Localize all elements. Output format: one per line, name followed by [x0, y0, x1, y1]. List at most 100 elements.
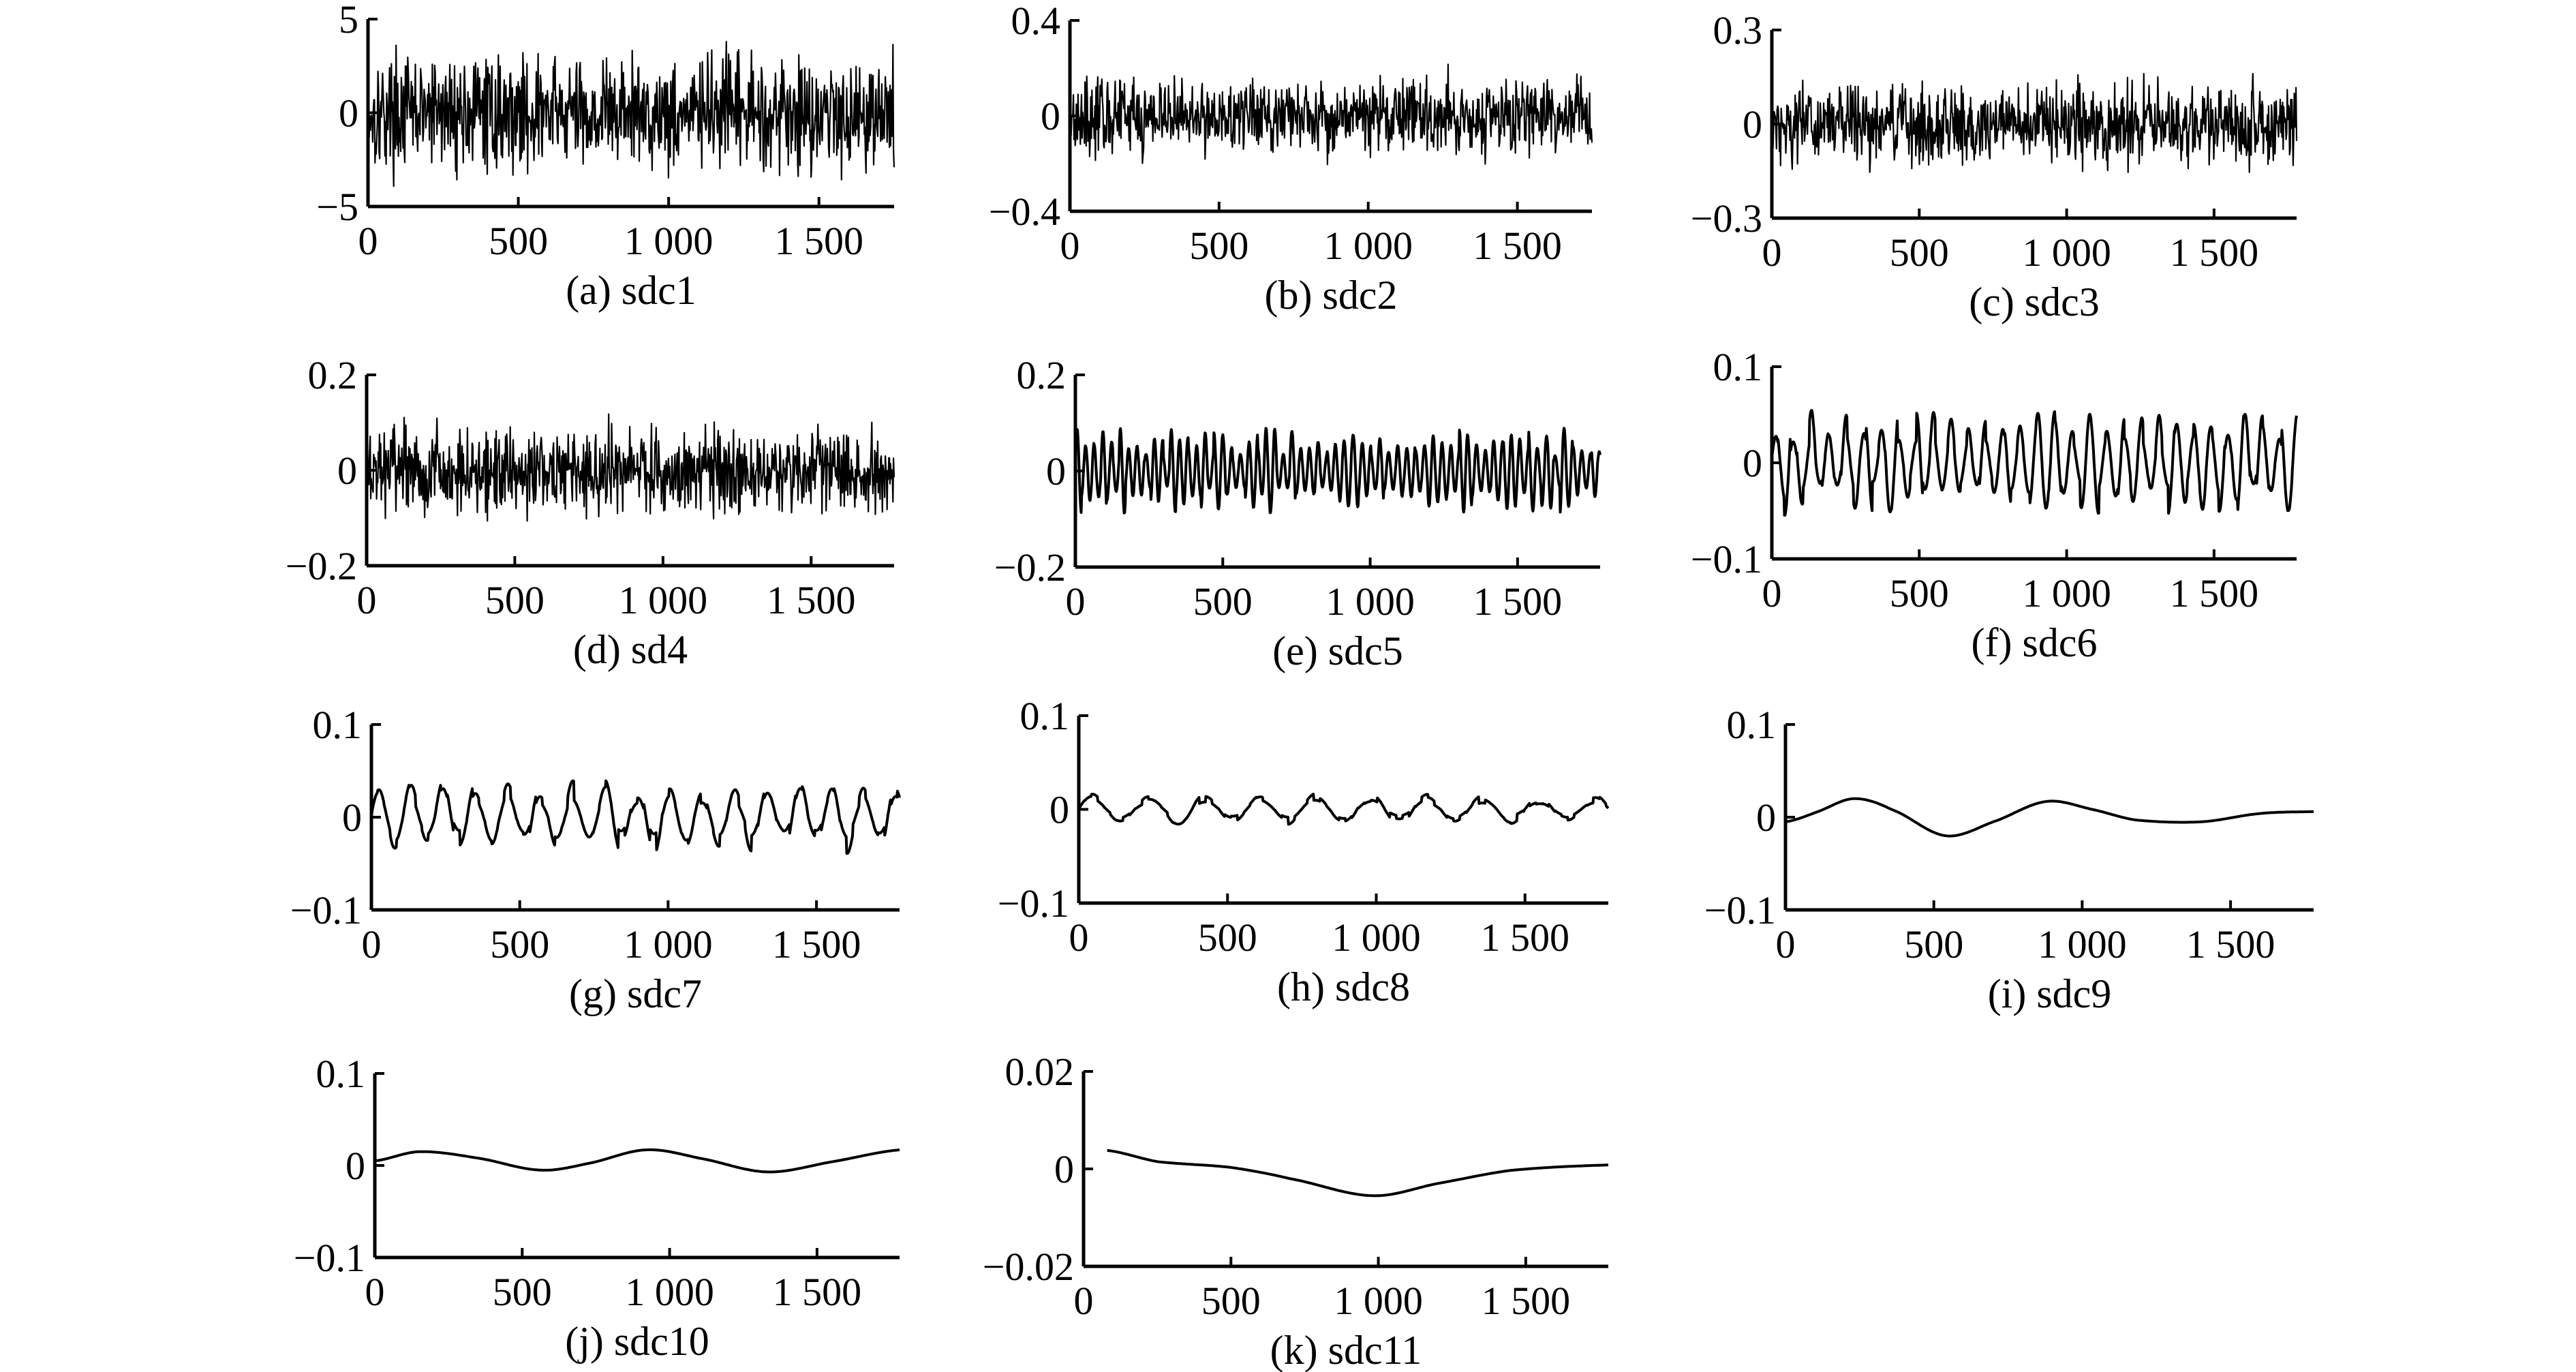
subplot: 0 500 1 000 1 500−0.100.1(j) sdc10 [294, 1052, 900, 1364]
x-tick-label: 1 500 [774, 219, 863, 263]
y-tick-label: 0.1 [1713, 345, 1763, 389]
x-tick-label: 1 500 [1473, 224, 1562, 268]
y-tick-label: 0.1 [316, 1052, 366, 1096]
y-tick-label: 0.2 [1017, 353, 1067, 397]
subplot-caption: (b) sdc2 [1265, 273, 1398, 318]
x-tick-label: 1 500 [772, 922, 861, 966]
y-tick-label: 0 [1743, 441, 1762, 485]
y-tick-label: −0.02 [983, 1245, 1074, 1289]
subplot: 0 500 1 000 1 500−0.100.1(h) sdc8 [998, 694, 1610, 1009]
x-tick-label: 0 [365, 1270, 385, 1314]
x-tick-label: 1 000 [2038, 922, 2127, 966]
y-tick-label: 0 [342, 795, 362, 840]
x-tick-label: 0 [1060, 224, 1080, 268]
x-tick-label: 500 [1189, 224, 1248, 268]
series-line [374, 1148, 900, 1174]
y-tick-label: 0 [337, 448, 357, 493]
subplot: 0 500 1 000 1 500−0.200.2(e) sdc5 [994, 353, 1601, 673]
series-line [1077, 793, 1610, 826]
x-tick-label: 1 000 [619, 578, 708, 622]
y-tick-label: −0.2 [994, 545, 1066, 590]
subplot-caption: (c) sdc3 [1969, 279, 2100, 324]
y-tick-label: −0.1 [1704, 888, 1776, 932]
y-tick-label: −0.1 [998, 881, 1069, 926]
x-tick-label: 0 [362, 922, 382, 966]
subplot: 0 500 1 000 1 500−0.100.1(g) sdc7 [290, 703, 901, 1016]
x-tick-label: 500 [1198, 915, 1257, 960]
subplot: 0 500 1 000 1 500−0.100.1(i) sdc9 [1704, 703, 2314, 1016]
x-tick-label: 1 000 [2022, 230, 2111, 275]
y-tick-label: 0 [1041, 94, 1060, 138]
x-tick-label: 500 [1890, 230, 1949, 275]
y-tick-label: 0 [1743, 102, 1762, 147]
subplot-caption: (e) sdc5 [1272, 628, 1403, 673]
subplot-caption: (a) sdc1 [566, 268, 696, 313]
subplot-caption: (k) sdc11 [1270, 1328, 1422, 1372]
subplot: 0 500 1 000 1 500−505(a) sdc1 [316, 0, 895, 313]
series-line [367, 41, 895, 187]
x-tick-label: 500 [1201, 1279, 1261, 1323]
y-tick-label: 0 [1054, 1147, 1074, 1191]
x-tick-label: 1 000 [1334, 1279, 1423, 1323]
series-line [1107, 1148, 1608, 1198]
x-tick-label: 1 000 [624, 922, 713, 966]
x-tick-label: 1 000 [1323, 224, 1413, 268]
x-tick-label: 1 000 [624, 219, 714, 263]
y-tick-label: 0 [1049, 788, 1069, 832]
x-tick-label: 1 500 [773, 1270, 862, 1314]
series-line [370, 779, 901, 855]
y-tick-label: −0.2 [286, 544, 357, 588]
x-tick-label: 0 [1776, 922, 1796, 966]
y-tick-label: 0.3 [1713, 8, 1763, 52]
y-tick-label: −5 [316, 185, 358, 229]
x-tick-label: 0 [1762, 230, 1782, 275]
series-line [1069, 63, 1593, 166]
y-tick-label: −0.3 [1691, 196, 1762, 241]
series-line [1074, 427, 1601, 515]
series-line [1770, 409, 2298, 517]
x-tick-label: 1 000 [1325, 579, 1415, 624]
x-tick-label: 1 500 [2170, 571, 2259, 615]
x-tick-label: 1 000 [2022, 571, 2111, 615]
x-tick-label: 1 500 [1481, 915, 1570, 960]
x-tick-label: 500 [489, 219, 548, 263]
subplot-caption: (j) sdc10 [565, 1319, 709, 1364]
x-tick-label: 0 [1066, 579, 1086, 624]
x-tick-label: 1 500 [767, 578, 856, 622]
y-tick-label: −0.4 [989, 189, 1060, 234]
y-tick-label: 0 [346, 1144, 365, 1188]
series-line [365, 413, 895, 522]
y-tick-label: 0.2 [308, 353, 358, 397]
subplot-caption: (h) sdc8 [1277, 964, 1410, 1009]
x-tick-label: 0 [1069, 915, 1089, 960]
y-tick-label: 0.1 [313, 703, 363, 747]
x-tick-label: 1 000 [625, 1270, 714, 1314]
x-tick-label: 0 [358, 219, 378, 263]
x-tick-label: 500 [485, 578, 545, 622]
x-tick-label: 0 [357, 578, 377, 622]
x-tick-label: 500 [1193, 579, 1253, 624]
y-tick-label: 0.1 [1020, 694, 1070, 738]
y-tick-label: −0.1 [1691, 537, 1762, 581]
x-tick-label: 500 [1904, 922, 1963, 966]
x-tick-label: 0 [1762, 571, 1782, 615]
y-tick-label: 0.02 [1005, 1050, 1075, 1094]
y-tick-label: −0.1 [290, 888, 362, 932]
subplot-caption: (i) sdc9 [1988, 971, 2112, 1016]
y-tick-label: 0 [1756, 795, 1776, 840]
subplot-caption: (d) sd4 [573, 627, 688, 672]
x-tick-label: 500 [490, 922, 549, 966]
subplot-caption: (f) sdc6 [1972, 620, 2098, 665]
x-tick-label: 1 500 [2186, 922, 2275, 966]
subplot: 0 500 1 000 1 500−0.400.4(b) sdc2 [989, 0, 1593, 318]
x-tick-label: 1 000 [1332, 915, 1421, 960]
y-tick-label: 5 [339, 0, 358, 42]
subplot: 0 500 1 000 1 500−0.200.2(d) sd4 [286, 353, 895, 672]
x-tick-label: 1 500 [1473, 579, 1563, 624]
series-line [1770, 73, 2298, 173]
x-tick-label: 0 [1074, 1279, 1094, 1323]
y-tick-label: 0 [1046, 449, 1066, 493]
y-tick-label: 0.1 [1727, 703, 1777, 747]
x-tick-label: 500 [1890, 571, 1949, 615]
